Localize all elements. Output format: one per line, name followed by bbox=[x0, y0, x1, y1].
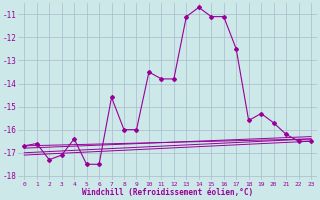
X-axis label: Windchill (Refroidissement éolien,°C): Windchill (Refroidissement éolien,°C) bbox=[82, 188, 253, 197]
